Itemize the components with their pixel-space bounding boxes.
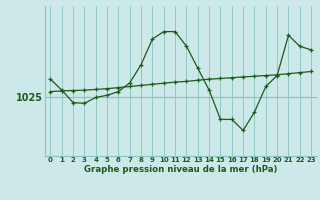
X-axis label: Graphe pression niveau de la mer (hPa): Graphe pression niveau de la mer (hPa) xyxy=(84,165,277,174)
